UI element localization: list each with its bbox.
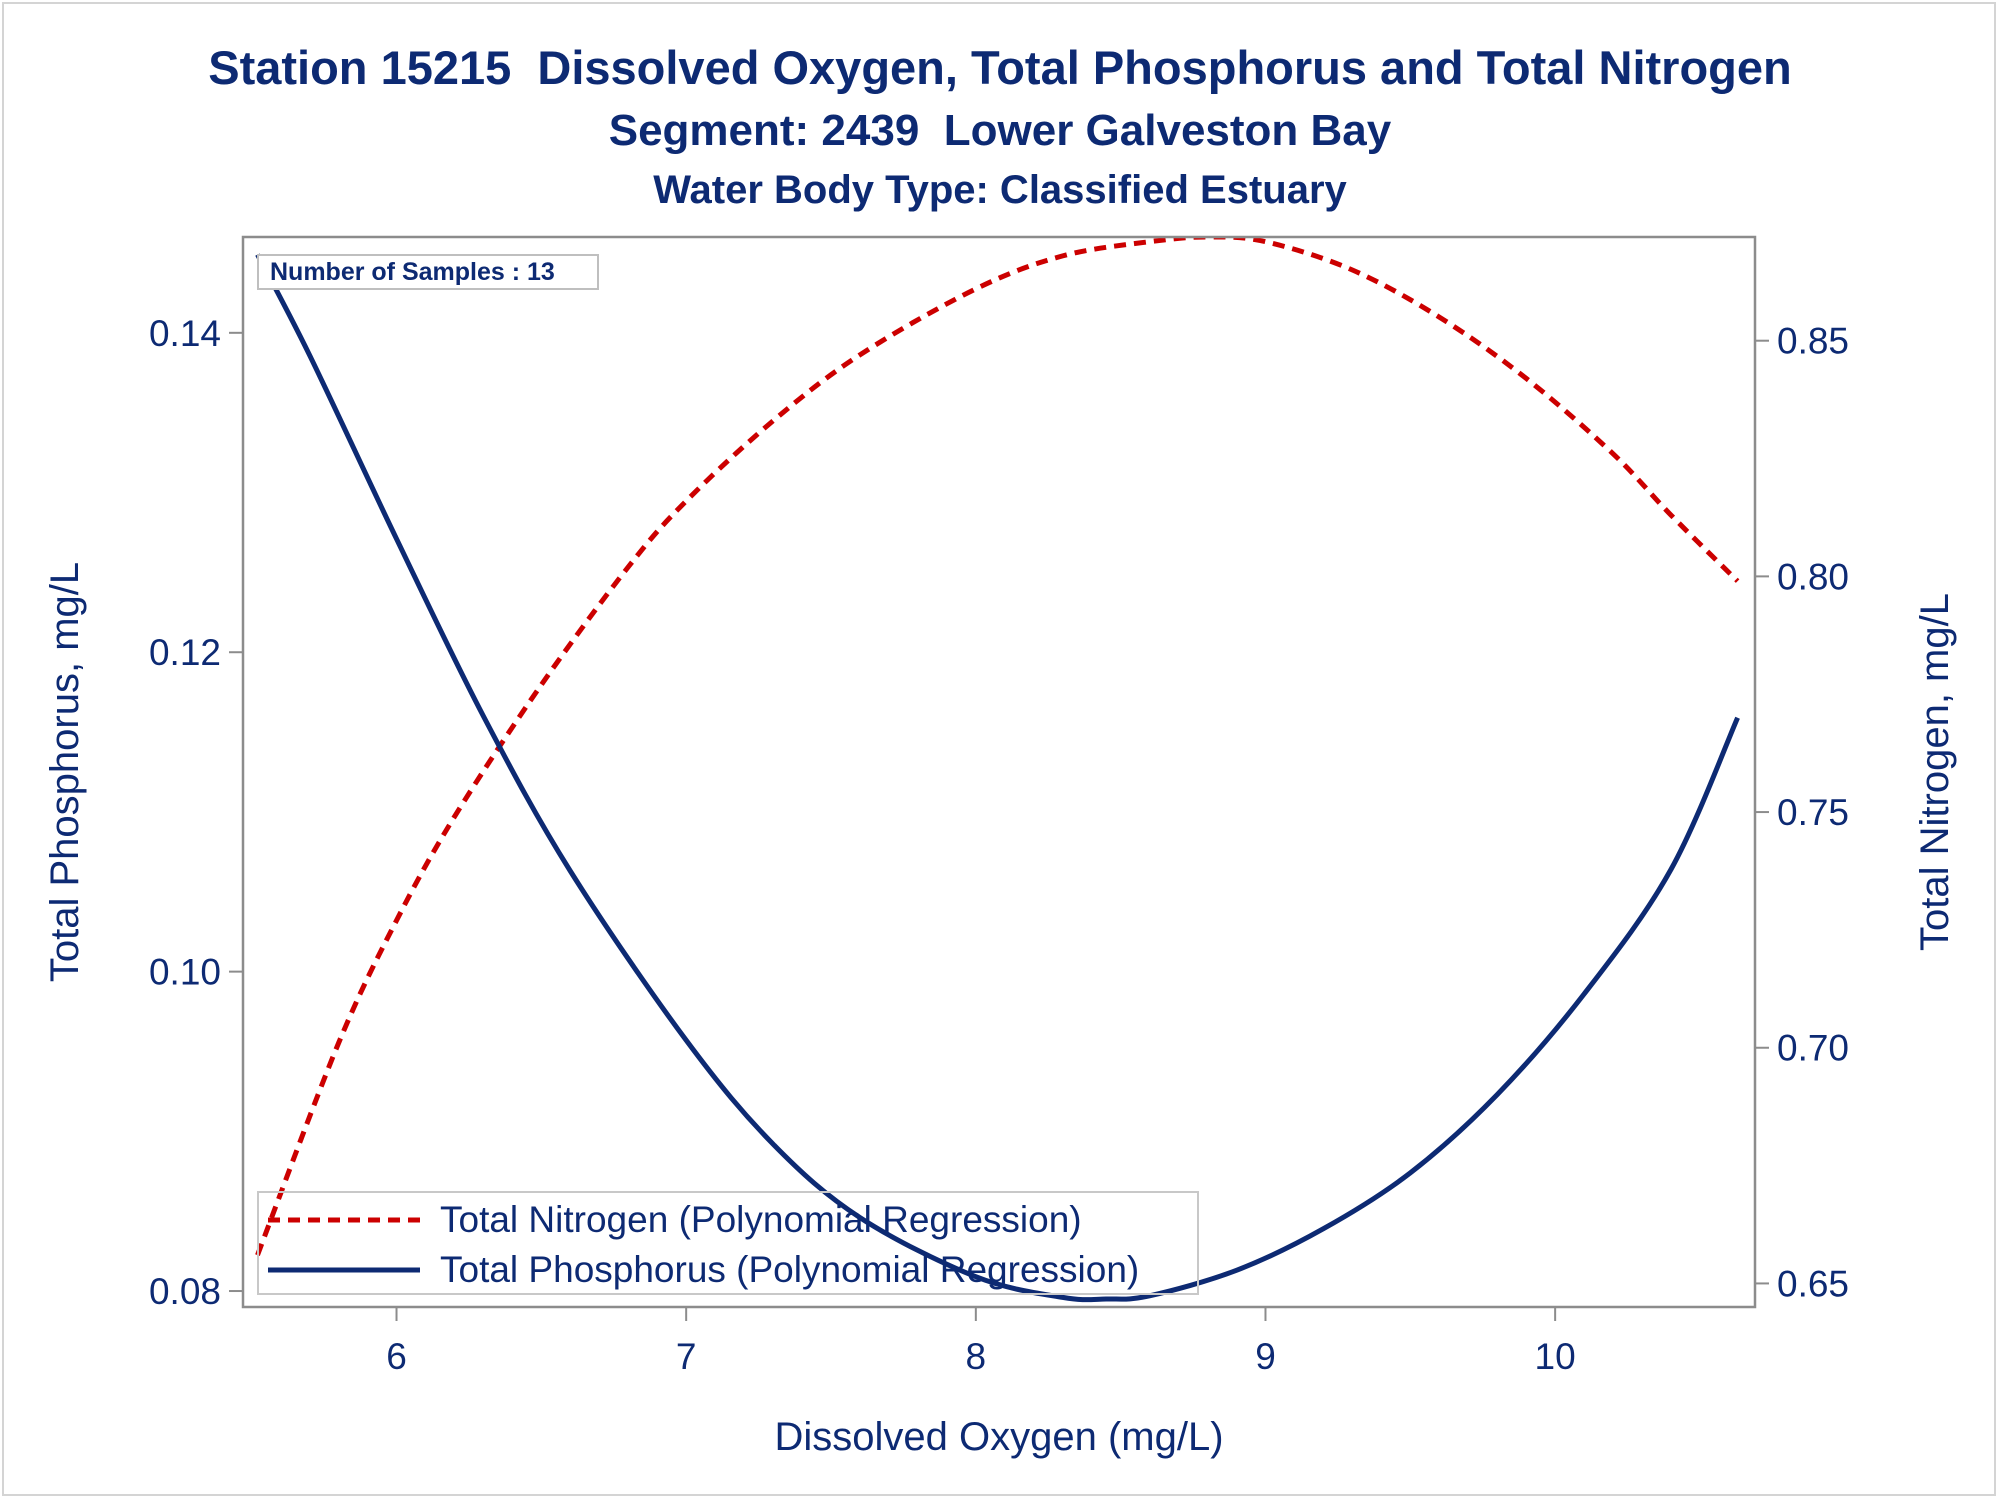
series-line-total-nitrogen: [255, 238, 1740, 1256]
y-left-tick-label: 0.14: [149, 313, 221, 354]
x-axis-label: Dissolved Oxygen (mg/L): [774, 1415, 1223, 1459]
legend-label-phosphorus: Total Phosphorus (Polynomial Regression): [440, 1249, 1139, 1290]
y-axis-left: 0.08 0.10 0.12 0.14: [149, 313, 243, 1312]
legend-label-nitrogen: Total Nitrogen (Polynomial Regression): [440, 1199, 1082, 1240]
y-left-tick-label: 0.10: [149, 952, 221, 993]
x-axis: 6 7 8 9 10: [386, 1307, 1576, 1377]
y-left-tick-label: 0.12: [149, 632, 221, 673]
sample-count-box: Number of Samples : 13: [257, 254, 599, 290]
plot-area-border: [241, 235, 1757, 1309]
y-left-tick-label: 0.08: [149, 1271, 221, 1312]
series-layer: [255, 238, 1740, 1303]
chart-subtitle-waterbody: Water Body Type: Classified Estuary: [653, 168, 1347, 212]
y-right-tick-label: 0.80: [1777, 556, 1849, 597]
sample-count-label: Number of Samples : 13: [270, 258, 555, 286]
y-right-tick-label: 0.85: [1777, 321, 1849, 362]
series-line-total-phosphorus: [255, 253, 1740, 1303]
x-tick-label: 9: [1255, 1336, 1276, 1377]
y-right-tick-label: 0.65: [1777, 1263, 1849, 1304]
y-right-tick-label: 0.75: [1777, 792, 1849, 833]
x-tick-label: 10: [1535, 1336, 1576, 1377]
y-axis-right-label: Total Nitrogen, mg/L: [1913, 593, 1957, 951]
x-tick-label: 6: [386, 1336, 407, 1377]
chart-subtitle-segment: Segment: 2439 Lower Galveston Bay: [608, 106, 1392, 155]
chart-title: Station 15215 Dissolved Oxygen, Total Ph…: [208, 41, 1792, 94]
x-tick-label: 7: [676, 1336, 697, 1377]
y-axis-left-label: Total Phosphorus, mg/L: [43, 562, 87, 982]
legend-box: [257, 1191, 1199, 1295]
legend: Total Nitrogen (Polynomial Regression) T…: [257, 1191, 1199, 1295]
y-axis-right: 0.65 0.70 0.75 0.80 0.85: [1755, 321, 1849, 1304]
y-right-tick-label: 0.70: [1777, 1028, 1849, 1069]
x-tick-label: 8: [966, 1336, 987, 1377]
